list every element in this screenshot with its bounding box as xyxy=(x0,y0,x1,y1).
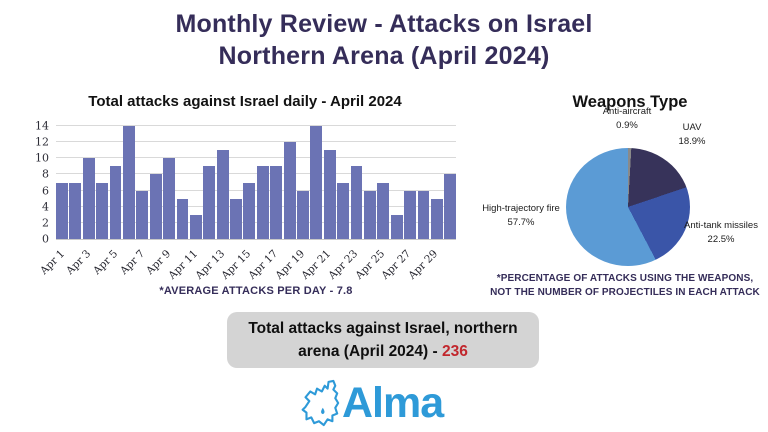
pie-label-anti-aircraft-name: Anti-aircraft xyxy=(602,106,652,117)
total-box-line2-prefix: arena (April 2024) - xyxy=(298,343,438,360)
pie-chart-footnote: *PERCENTAGE OF ATTACKS USING THE WEAPONS… xyxy=(478,272,768,300)
pie-label-high-trajectory-name: High-trajectory fire xyxy=(482,203,560,214)
gridline-6 xyxy=(56,189,456,191)
map-icon xyxy=(301,379,340,427)
total-attacks-value: 236 xyxy=(442,343,468,360)
bar-apr-23 xyxy=(350,166,363,239)
alma-logo-text: Alma xyxy=(342,378,444,427)
bar-apr-13 xyxy=(216,150,229,239)
y-tick-2: 2 xyxy=(42,216,49,230)
bar-chart-y-axis: 0 2 4 6 8 10 12 14 xyxy=(26,121,52,245)
pie-chart xyxy=(566,148,690,266)
bar-apr-8 xyxy=(149,174,162,239)
gridline-10 xyxy=(56,157,456,159)
bar-apr-20 xyxy=(310,126,323,239)
page-title-line1: Monthly Review - Attacks on Israel xyxy=(175,10,593,38)
bar-apr-18 xyxy=(283,142,296,239)
pie-label-anti-aircraft: Anti-aircraft 0.9% xyxy=(587,105,667,133)
bar-chart-x-axis: Apr 1 Apr 3 Apr 5 Apr 7 Apr 9 Apr 11 Apr 13 Apr… xyxy=(38,241,456,286)
pie-label-anti-tank-pct: 22.5% xyxy=(707,233,735,245)
gridline-12 xyxy=(56,141,456,143)
gridline-14 xyxy=(56,125,456,126)
total-box-line2: arena (April 2024) - 236 xyxy=(227,340,539,363)
y-tick-8: 8 xyxy=(42,167,49,181)
bar-apr-21 xyxy=(323,150,336,239)
bar-apr-11 xyxy=(189,214,202,239)
y-tick-6: 6 xyxy=(42,184,49,198)
y-tick-0: 0 xyxy=(42,232,49,246)
bar-apr-9 xyxy=(163,158,176,239)
pie-label-anti-aircraft-pct: 0.9% xyxy=(616,119,638,131)
bar-apr-10 xyxy=(176,198,189,239)
bar-apr-1 xyxy=(56,182,68,239)
total-attacks-box: Total attacks against Israel, northern a… xyxy=(227,312,539,368)
pie-chart-title: Weapons Type xyxy=(572,93,688,111)
bar-apr-6 xyxy=(122,126,135,239)
bar-apr-28 xyxy=(417,190,430,239)
alma-logo: Alma xyxy=(294,377,444,429)
bar-apr-12 xyxy=(203,166,216,239)
bar-apr-3 xyxy=(82,158,95,239)
y-tick-10: 10 xyxy=(35,151,49,165)
total-box-line1: Total attacks against Israel, northern xyxy=(248,319,518,337)
pie-label-anti-tank: Anti-tank missiles 22.5% xyxy=(666,219,768,247)
gridline-4 xyxy=(56,205,456,207)
bar-apr-16 xyxy=(256,166,269,239)
bar-apr-30 xyxy=(444,174,457,239)
pie-label-uav-name: UAV xyxy=(682,122,702,133)
y-tick-12: 12 xyxy=(35,135,49,149)
bar-apr-5 xyxy=(109,166,122,239)
bar-apr-24 xyxy=(363,190,376,239)
bar-apr-19 xyxy=(297,190,309,239)
pie-footnote-line1: *PERCENTAGE OF ATTACKS USING THE WEAPONS… xyxy=(496,273,754,284)
bar-apr-7 xyxy=(136,190,149,239)
bar-apr-22 xyxy=(337,182,350,239)
bar-apr-25 xyxy=(377,182,390,239)
pie-label-high-trajectory-pct: 57.7% xyxy=(507,216,535,228)
pie-label-anti-tank-name: Anti-tank missiles xyxy=(684,220,758,231)
page-title: Monthly Review - Attacks on Israel North… xyxy=(0,9,768,72)
y-tick-14: 14 xyxy=(35,119,49,133)
gridline-8 xyxy=(56,173,456,175)
gridline-2 xyxy=(56,221,456,223)
page-title-line2: Northern Arena (April 2024) xyxy=(218,41,550,70)
bar-apr-29 xyxy=(430,198,443,239)
pie-label-uav-pct: 18.9% xyxy=(678,135,706,147)
y-tick-4: 4 xyxy=(42,200,49,214)
pie-footnote-line2: NOT THE NUMBER OF PROJECTILES IN EACH AT… xyxy=(490,287,760,298)
bar-apr-27 xyxy=(404,190,417,239)
bar-apr-2 xyxy=(69,182,82,239)
bar-apr-15 xyxy=(243,182,256,239)
bar-chart-plot xyxy=(56,125,457,240)
bar-chart-caption: *AVERAGE ATTACKS PER DAY - 7.8 xyxy=(159,285,353,297)
pie-label-uav: UAV 18.9% xyxy=(662,121,722,149)
bar-apr-14 xyxy=(230,198,242,239)
pie-label-high-trajectory: High-trajectory fire 57.7% xyxy=(470,202,572,230)
bar-apr-4 xyxy=(96,182,109,239)
bar-chart-title: Total attacks against Israel daily - Apr… xyxy=(88,93,402,110)
bar-apr-26 xyxy=(390,214,403,239)
bar-apr-17 xyxy=(270,166,283,239)
